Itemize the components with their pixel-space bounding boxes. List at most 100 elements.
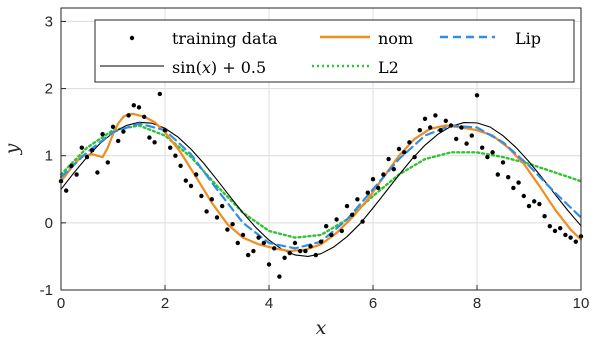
training-data-point (168, 145, 173, 150)
training-data-point (480, 145, 485, 150)
training-data-point (428, 125, 433, 130)
training-data-point (329, 232, 334, 238)
training-data-point (454, 136, 459, 142)
training-data-point (547, 224, 552, 229)
training-data-point (500, 160, 506, 165)
y-tick-label: 3 (45, 13, 53, 30)
training-data-point (365, 190, 370, 195)
training-data-point (194, 172, 199, 177)
training-data-point (402, 150, 407, 155)
legend-true-prefix: sin( (172, 58, 202, 77)
training-data-point (542, 213, 547, 219)
training-data-point (240, 232, 246, 238)
x-tick-label: 6 (369, 295, 377, 312)
training-data-point (526, 203, 532, 209)
y-tick-label: 2 (45, 81, 53, 98)
training-data-point (438, 128, 443, 133)
axes-frame (60, 7, 582, 291)
training-data-point (136, 105, 142, 110)
training-data-point (516, 180, 521, 185)
legend-training-marker (129, 35, 135, 41)
legend-true-var: x (202, 58, 211, 77)
training-data-point (110, 124, 116, 130)
training-data-point (272, 246, 277, 251)
training-data-point (79, 145, 85, 150)
training-data-point (324, 224, 329, 229)
series-layer (58, 91, 584, 279)
training-data-point (386, 156, 391, 162)
training-data-point (511, 185, 516, 191)
training-data-point (485, 154, 490, 160)
training-data-point (360, 219, 365, 224)
training-data-point (573, 239, 578, 244)
series-line-sin-x-0-5 (60, 121, 582, 257)
legend-l2-label: L2 (378, 58, 399, 77)
legend-lip-label: Lip (515, 29, 541, 48)
training-data-point (298, 248, 303, 254)
training-data-point (121, 129, 126, 134)
training-data-point (303, 248, 308, 254)
legend-nom-label: nom (378, 29, 413, 48)
training-data-point (552, 228, 558, 234)
training-data-point (391, 166, 396, 172)
training-data-point (277, 274, 282, 279)
training-data-point (563, 232, 568, 238)
training-data-point (63, 188, 69, 193)
training-data-point (95, 170, 100, 175)
training-data-point (370, 177, 376, 182)
training-data-point (261, 240, 266, 246)
training-data-point (464, 141, 469, 146)
training-data-point (220, 203, 225, 209)
y-tick-label: 1 (45, 148, 53, 165)
training-data-point (381, 172, 386, 177)
training-data-point (334, 217, 339, 222)
training-data-point (84, 154, 90, 160)
training-data-point (131, 103, 136, 108)
training-data-point (225, 227, 230, 232)
training-data-point (537, 201, 542, 207)
training-data-point (116, 138, 121, 144)
training-data-point (344, 203, 350, 209)
legend: training data nom Lip sin(x) + 0.5 L2 (94, 19, 575, 83)
training-data-point (407, 140, 412, 145)
training-data-point (412, 154, 417, 160)
x-tick-label: 10 (573, 295, 590, 312)
x-axis-label: x (316, 317, 327, 339)
training-data-point (376, 185, 381, 191)
series-line-l2 (59, 124, 583, 239)
training-data-point (443, 118, 448, 124)
training-data-point (173, 153, 178, 158)
legend-true-suffix: ) + 0.5 (211, 58, 266, 77)
training-data-point (69, 163, 74, 168)
training-data-point (188, 183, 194, 189)
legend-box (94, 19, 575, 83)
training-data-point (183, 178, 188, 183)
x-tick-label: 8 (473, 295, 481, 312)
training-data-point (339, 228, 344, 234)
x-tick-label: 0 (57, 295, 65, 312)
training-data-point (308, 244, 313, 249)
training-data-point (417, 128, 422, 133)
training-data-point (292, 240, 298, 246)
training-data-point (204, 209, 209, 214)
legend-training-label: training data (172, 29, 278, 48)
training-data-point (199, 193, 204, 199)
training-data-point (235, 240, 240, 246)
training-data-point (396, 146, 402, 152)
training-data-point (433, 113, 438, 118)
training-data-point (251, 248, 256, 254)
training-data-point (287, 250, 292, 256)
training-data-point (214, 215, 220, 220)
y-tick-label: 0 (45, 215, 53, 232)
training-data-point (474, 93, 480, 98)
training-data-point (469, 133, 474, 138)
training-data-point (162, 128, 168, 133)
training-data-point (521, 193, 526, 199)
training-data-point (209, 197, 214, 202)
x-tick-label: 4 (265, 295, 273, 312)
training-data-point (448, 123, 454, 128)
training-data-point (256, 235, 261, 240)
training-data-point (126, 113, 131, 118)
